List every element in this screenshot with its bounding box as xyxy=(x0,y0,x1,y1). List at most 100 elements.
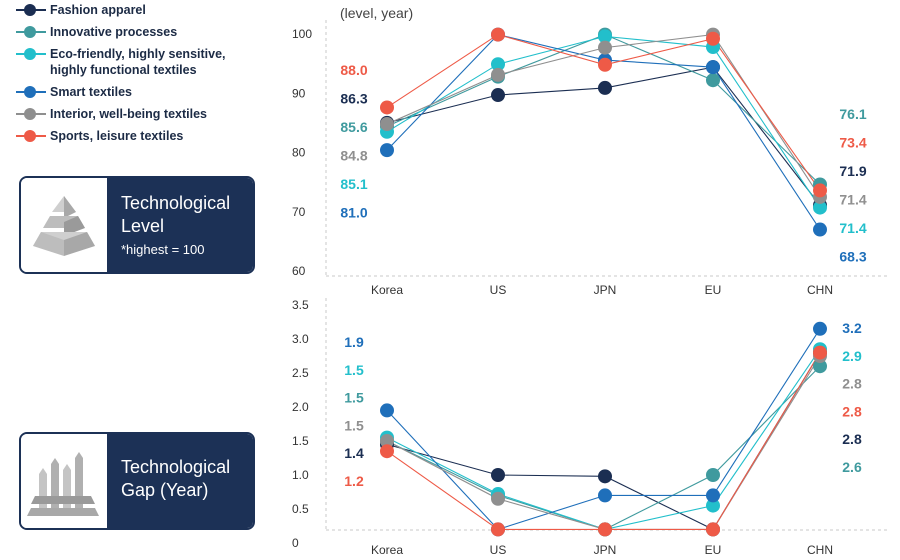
data-point xyxy=(598,29,612,44)
legend-marker xyxy=(24,48,36,60)
y-tick-label: 90 xyxy=(292,86,306,100)
y-tick-label: 2.0 xyxy=(292,400,309,414)
y-tick-label: 1.5 xyxy=(292,434,309,448)
data-point xyxy=(598,57,612,72)
right-value-label: 68.3 xyxy=(839,249,866,265)
data-point xyxy=(491,491,505,506)
legend-label: Fashion apparel xyxy=(50,3,146,17)
data-point xyxy=(813,222,827,237)
data-point xyxy=(813,200,827,215)
legend-item: Innovative processes xyxy=(14,24,314,40)
data-point xyxy=(813,345,827,360)
series-line xyxy=(386,355,821,530)
legend-marker xyxy=(24,4,36,16)
data-point xyxy=(491,27,505,42)
y-tick-label: 80 xyxy=(292,146,306,160)
legend-label: Smart textiles xyxy=(50,85,132,99)
right-value-label: 71.9 xyxy=(839,163,866,179)
right-value-label: 3.2 xyxy=(842,320,862,336)
data-point xyxy=(813,359,827,374)
data-point xyxy=(491,88,505,103)
right-value-label: 2.9 xyxy=(842,348,862,364)
x-tick-label: CHN xyxy=(807,543,833,557)
right-value-label: 2.8 xyxy=(842,376,862,392)
data-point xyxy=(706,488,720,503)
legend-label: Eco-friendly, highly sensitive, highly f… xyxy=(50,47,226,77)
panel-technological-gap: Technological Gap (Year) xyxy=(19,432,255,530)
data-point xyxy=(706,31,720,46)
legend-item: Sports, leisure textiles xyxy=(14,128,314,144)
chart-0: (level, year) 60 70 80 90 100 Korea US JPN EU CHN 8… xyxy=(292,5,888,297)
left-value-label: 1.5 xyxy=(344,417,364,433)
y-tick-label: 60 xyxy=(292,264,306,278)
data-point xyxy=(380,143,394,158)
x-tick-label: Korea xyxy=(371,543,403,557)
left-value-label: 85.6 xyxy=(340,119,367,135)
data-point xyxy=(706,468,720,482)
data-point xyxy=(706,498,720,513)
right-value-label: 2.8 xyxy=(842,403,862,419)
legend-label: Interior, well-being textiles xyxy=(50,107,207,121)
x-tick-label: US xyxy=(490,283,507,297)
legend-label: Innovative processes xyxy=(50,25,178,39)
series-line xyxy=(386,352,821,531)
data-point xyxy=(813,183,827,198)
legend-item: Smart textiles xyxy=(14,84,314,100)
data-point xyxy=(706,522,720,537)
left-value-label: 86.3 xyxy=(340,91,367,107)
right-value-label: 73.4 xyxy=(839,135,866,151)
right-value-label: 71.4 xyxy=(839,220,866,236)
y-tick-label: 100 xyxy=(292,27,312,41)
x-tick-label: JPN xyxy=(594,283,617,297)
data-point xyxy=(491,522,505,537)
panel-technological-level: Technological Level *highest = 100 xyxy=(19,176,255,274)
y-tick-label: 70 xyxy=(292,205,306,219)
y-tick-label: 2.5 xyxy=(292,366,309,380)
panel-gap-title: Technological Gap (Year) xyxy=(121,457,231,500)
legend-item: Fashion apparel xyxy=(14,2,314,18)
data-point xyxy=(706,73,720,88)
bar-chart-icon xyxy=(21,434,107,528)
legend-label: Sports, leisure textiles xyxy=(50,129,184,143)
x-tick-label: US xyxy=(490,543,507,557)
panel-level-title: Technological Level xyxy=(121,193,231,236)
legend-marker xyxy=(24,26,36,38)
data-point xyxy=(598,522,612,537)
series-line xyxy=(386,365,821,530)
data-point xyxy=(598,469,612,484)
data-point xyxy=(380,434,394,448)
data-point xyxy=(706,60,720,75)
x-tick-label: EU xyxy=(705,543,722,557)
data-point xyxy=(813,321,827,336)
left-value-label: 85.1 xyxy=(340,176,367,192)
left-value-label: 1.9 xyxy=(344,334,364,350)
legend-marker xyxy=(24,86,36,98)
legend-item: Interior, well-being textiles xyxy=(14,106,314,122)
x-tick-label: CHN xyxy=(807,283,833,297)
data-point xyxy=(598,40,612,55)
y-tick-label: 0 xyxy=(292,536,299,550)
right-value-label: 2.8 xyxy=(842,431,862,447)
left-value-label: 81.0 xyxy=(340,205,367,221)
data-point xyxy=(598,80,612,95)
data-point xyxy=(491,67,505,82)
left-value-label: 1.5 xyxy=(344,390,364,406)
data-point xyxy=(380,100,394,115)
data-point xyxy=(380,444,394,459)
left-value-label: 1.4 xyxy=(344,445,364,461)
chart-legend: Fashion apparel Innovative processes Eco-f… xyxy=(14,2,314,150)
series-line xyxy=(386,348,821,530)
left-value-label: 88.0 xyxy=(340,62,367,78)
data-point xyxy=(380,117,394,132)
legend-item: Eco-friendly, highly sensitive, highly f… xyxy=(14,46,314,78)
y-tick-label: 3.0 xyxy=(292,332,309,346)
data-point xyxy=(380,403,394,418)
left-value-label: 1.5 xyxy=(344,362,364,378)
left-value-label: 84.8 xyxy=(340,148,367,164)
x-tick-label: Korea xyxy=(371,283,403,297)
unit-label: (level, year) xyxy=(340,5,413,21)
y-tick-label: 3.5 xyxy=(292,298,309,312)
left-value-label: 1.2 xyxy=(344,473,364,489)
panel-level-note: *highest = 100 xyxy=(121,242,205,257)
y-tick-label: 0.5 xyxy=(292,502,309,516)
